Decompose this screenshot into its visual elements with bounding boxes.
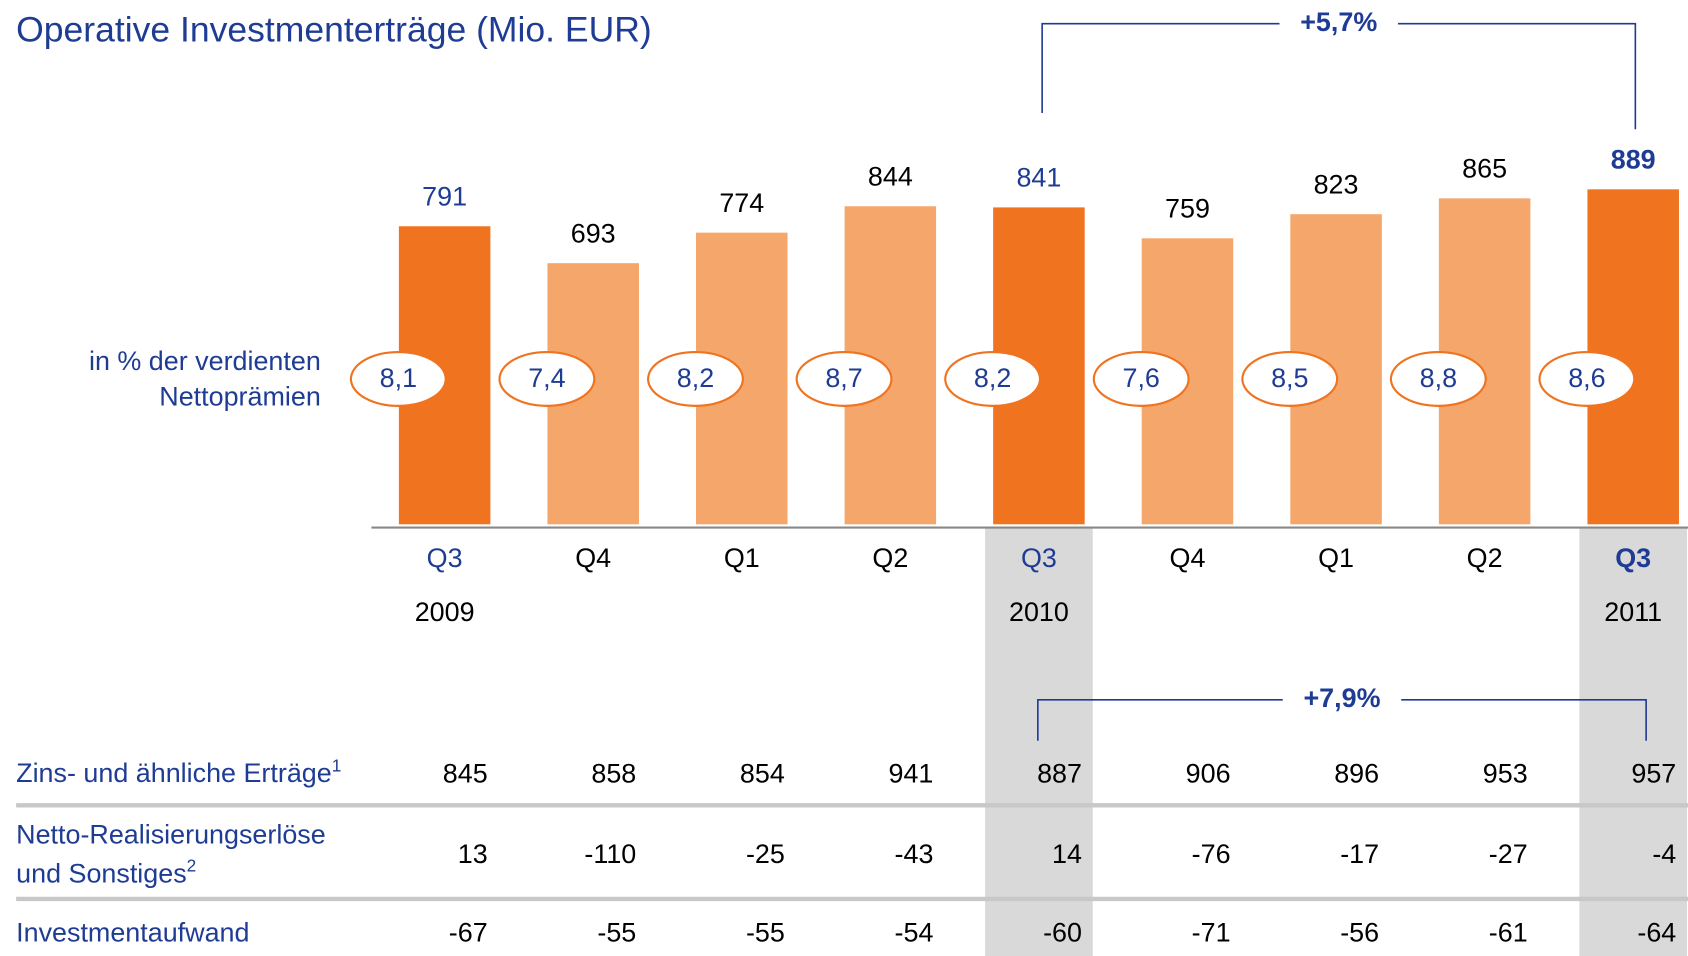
table-cell: 953 bbox=[1483, 758, 1528, 788]
value-label: 693 bbox=[571, 218, 616, 248]
ratio-label: 8,2 bbox=[677, 363, 714, 393]
ratio-label: 8,6 bbox=[1568, 363, 1605, 393]
bracket bbox=[1041, 22, 1280, 114]
x-tick-label: Q3 bbox=[427, 543, 463, 573]
bracket bbox=[1397, 22, 1637, 130]
ratio-label: 8,2 bbox=[974, 363, 1011, 393]
ratio-oval bbox=[349, 350, 447, 407]
table-cell: -55 bbox=[746, 918, 785, 948]
value-label: 865 bbox=[1462, 153, 1507, 183]
footnote: 1 bbox=[332, 755, 342, 775]
bracket bbox=[1401, 698, 1647, 741]
table-cell: -17 bbox=[1340, 839, 1379, 869]
row-label: Investmentaufwand bbox=[16, 918, 249, 948]
ratio-oval bbox=[1241, 350, 1339, 407]
value-label: 889 bbox=[1611, 144, 1656, 174]
x-tick-label: Q3 bbox=[1615, 543, 1651, 573]
x-tick-label: Q3 bbox=[1021, 543, 1057, 573]
table-cell: 13 bbox=[458, 839, 488, 869]
row-label-text: Investmentaufwand bbox=[16, 918, 249, 948]
row-label-text: und Sonstiges bbox=[16, 858, 187, 888]
value-label: 844 bbox=[868, 161, 913, 191]
value-label: 791 bbox=[422, 181, 467, 211]
table-cell: -27 bbox=[1489, 839, 1528, 869]
table-cell: -60 bbox=[1043, 918, 1082, 948]
ratio-oval bbox=[647, 350, 744, 407]
year-label: 2009 bbox=[415, 597, 475, 627]
table-cell: -43 bbox=[895, 839, 934, 869]
value-label: 774 bbox=[719, 188, 764, 218]
table-cell: -71 bbox=[1192, 918, 1231, 948]
table-cell: 858 bbox=[591, 758, 636, 788]
x-tick-label: Q2 bbox=[1467, 543, 1503, 573]
ratio-label: 7,4 bbox=[528, 363, 565, 393]
row-label: Zins- und ähnliche Erträge1 bbox=[16, 755, 341, 788]
chart-title: Operative Investmenterträge (Mio. EUR) bbox=[16, 10, 652, 50]
table-cell: 896 bbox=[1334, 758, 1379, 788]
ratio-oval bbox=[944, 350, 1042, 407]
value-label: 841 bbox=[1016, 163, 1061, 193]
footnote: 2 bbox=[187, 855, 197, 875]
table-cell: -64 bbox=[1637, 918, 1676, 948]
table-cell: 854 bbox=[740, 758, 785, 788]
ratio-label: 8,7 bbox=[825, 363, 862, 393]
table-cell: -56 bbox=[1340, 918, 1379, 948]
ratio-label: 8,1 bbox=[380, 363, 417, 393]
highlight-column bbox=[985, 527, 1093, 956]
table-cell: 941 bbox=[889, 758, 934, 788]
table-cell: -76 bbox=[1192, 839, 1231, 869]
table-cell: 845 bbox=[443, 758, 488, 788]
x-tick-label: Q1 bbox=[1318, 543, 1354, 573]
table-cell: -54 bbox=[895, 918, 934, 948]
table-cell: -67 bbox=[449, 918, 488, 948]
ratio-oval bbox=[1538, 350, 1636, 407]
table-cell: 887 bbox=[1037, 758, 1082, 788]
year-label: 2010 bbox=[1009, 597, 1069, 627]
table-cell: 906 bbox=[1186, 758, 1231, 788]
table-cell: -4 bbox=[1652, 839, 1676, 869]
ratio-oval bbox=[1389, 350, 1487, 407]
table-cell: -61 bbox=[1489, 918, 1528, 948]
growth-label: +7,9% bbox=[1303, 683, 1380, 713]
ratio-label: 7,6 bbox=[1122, 363, 1159, 393]
row-label-text: Netto-Realisierungserlöse bbox=[16, 820, 326, 850]
x-tick-label: Q1 bbox=[724, 543, 760, 573]
value-label: 823 bbox=[1314, 169, 1359, 199]
ratio-title: in % der verdienten bbox=[89, 346, 321, 376]
ratio-oval bbox=[795, 350, 893, 407]
ratio-title: Nettoprämien bbox=[159, 381, 321, 411]
row-label-text: Zins- und ähnliche Erträge bbox=[16, 758, 332, 788]
table-cell: -110 bbox=[584, 839, 636, 869]
growth-label: +5,7% bbox=[1300, 7, 1377, 37]
ratio-label: 8,8 bbox=[1420, 363, 1457, 393]
ratio-oval bbox=[498, 350, 596, 407]
x-tick-label: Q4 bbox=[575, 543, 611, 573]
ratio-oval bbox=[1092, 350, 1190, 407]
table-cell: -55 bbox=[597, 918, 636, 948]
row-label: Netto-Realisierungserlöse bbox=[16, 820, 326, 850]
year-label: 2011 bbox=[1604, 597, 1662, 627]
bracket bbox=[1037, 698, 1283, 741]
value-label: 759 bbox=[1165, 193, 1210, 223]
x-tick-label: Q4 bbox=[1170, 543, 1206, 573]
table-cell: -25 bbox=[746, 839, 785, 869]
table-cell: 957 bbox=[1631, 758, 1676, 788]
ratio-label: 8,5 bbox=[1271, 363, 1308, 393]
x-tick-label: Q2 bbox=[872, 543, 908, 573]
table-cell: 14 bbox=[1052, 839, 1082, 869]
row-label: und Sonstiges2 bbox=[16, 855, 196, 888]
chart-body: Operative Investmenterträge (Mio. EUR) i… bbox=[16, 7, 1688, 956]
highlight-column bbox=[1579, 527, 1688, 956]
